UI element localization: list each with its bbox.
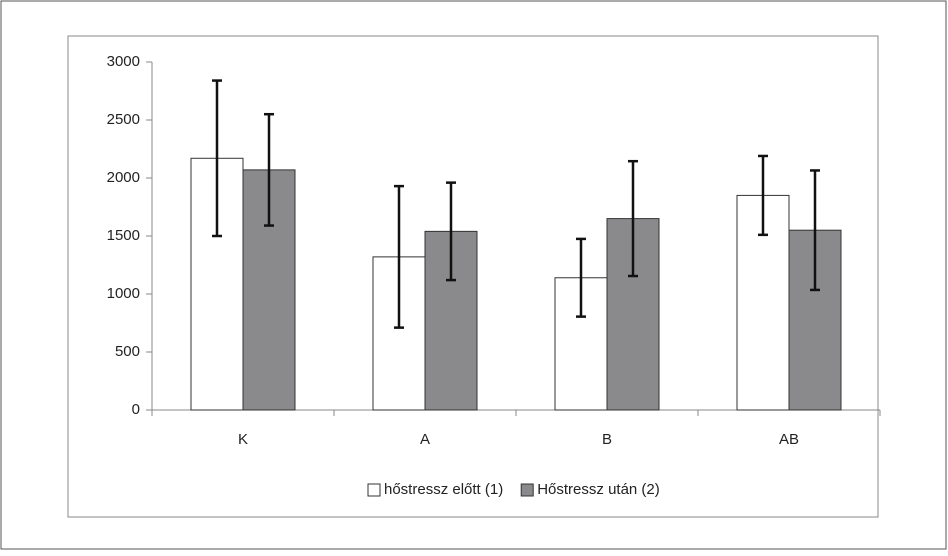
legend-swatch: [520, 483, 534, 497]
legend-label: hőstressz előtt (1): [384, 481, 503, 498]
y-tick-label: 500: [115, 343, 140, 360]
y-tick-label: 3000: [107, 53, 140, 70]
y-tick-label: 1000: [107, 285, 140, 302]
y-tick-label: 1500: [107, 227, 140, 244]
error-bar: [628, 159, 638, 278]
error-bar: [394, 184, 404, 329]
y-tick-label: 2500: [107, 111, 140, 128]
y-tick-label: 2000: [107, 169, 140, 186]
error-bar: [446, 181, 456, 282]
x-tick-label: A: [420, 431, 430, 448]
legend-swatch: [367, 483, 381, 497]
legend-label: Hőstressz után (2): [537, 481, 660, 498]
x-tick-label: B: [602, 431, 612, 448]
error-bar: [576, 237, 586, 318]
error-bar: [212, 79, 222, 238]
x-tick-label: K: [238, 431, 248, 448]
x-tick-label: AB: [779, 431, 799, 448]
chart-frame: [67, 35, 879, 518]
error-bar: [810, 169, 820, 292]
error-bar: [264, 112, 274, 227]
y-tick-label: 0: [132, 401, 140, 418]
error-bar: [758, 154, 768, 237]
